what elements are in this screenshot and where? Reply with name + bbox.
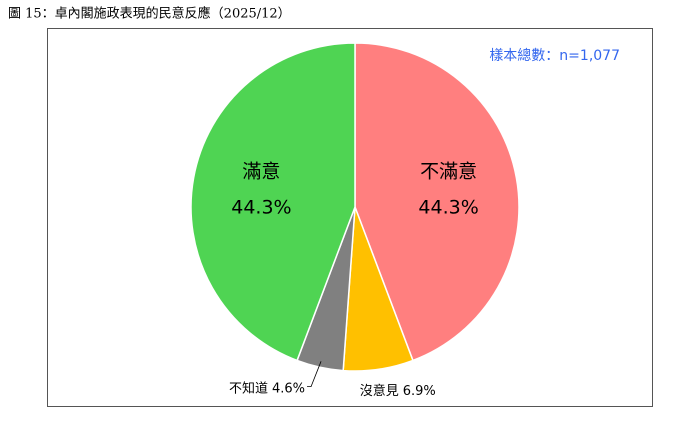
slice-value-label: 44.3%	[418, 196, 478, 218]
slice-label: 滿意	[242, 160, 280, 182]
slice-category: 沒意見	[360, 383, 399, 399]
slice-label: 沒意見 6.9%	[360, 383, 436, 399]
slice-label: 不知道 4.6%	[229, 380, 305, 396]
pie-slice	[190, 42, 356, 362]
slice-value-label: 4.6%	[272, 381, 305, 396]
slice-value-label: 6.9%	[403, 384, 436, 399]
leader-line	[307, 361, 322, 388]
slice-value-label: 44.3%	[231, 196, 291, 218]
slice-label: 不滿意	[420, 160, 477, 182]
slice-category: 不知道	[229, 380, 268, 396]
chart-title: 圖 15：卓內閣施政表現的民意反應（2025/12）	[8, 6, 291, 22]
sample-note: 樣本總數：n=1,077	[489, 47, 620, 64]
chart-frame	[47, 28, 653, 407]
pie-slice	[354, 42, 520, 362]
